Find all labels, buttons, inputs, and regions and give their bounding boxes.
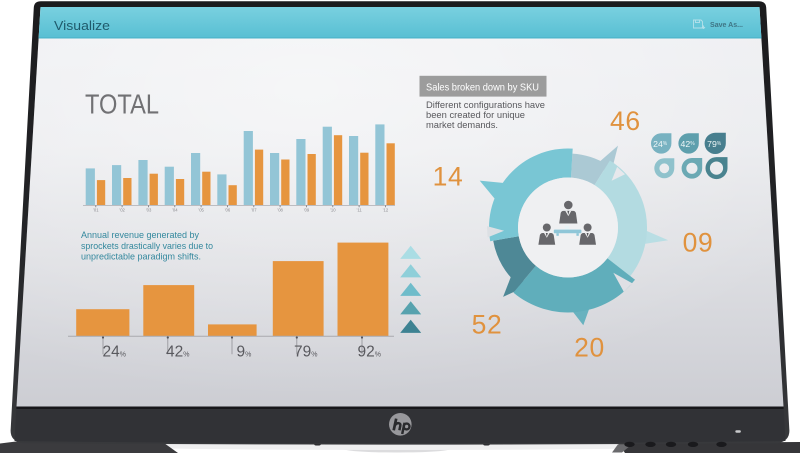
svg-text:79%: 79% — [707, 139, 722, 149]
svg-text:’11: ’11 — [356, 208, 362, 213]
svg-text:Visualize: Visualize — [54, 19, 110, 33]
svg-text:’10: ’10 — [330, 208, 336, 213]
svg-text:Different configurations have: Different configurations have been creat… — [426, 100, 548, 131]
svg-text:’02: ’02 — [119, 208, 125, 213]
svg-text:20: 20 — [574, 333, 605, 363]
svg-text:’03: ’03 — [146, 208, 152, 213]
svg-text:’01: ’01 — [93, 208, 99, 213]
svg-text:TOTAL: TOTAL — [85, 89, 159, 120]
svg-text:’06: ’06 — [225, 208, 231, 213]
svg-text:24%: 24% — [653, 139, 668, 149]
svg-text:Sales broken down by SKU: Sales broken down by SKU — [426, 82, 539, 94]
svg-text:42%: 42% — [681, 139, 696, 149]
svg-text:Annual revenue generated by sp: Annual revenue generated by sprockets dr… — [81, 229, 216, 261]
svg-text:’12: ’12 — [383, 208, 389, 213]
svg-text:’08: ’08 — [277, 208, 283, 213]
svg-text:Save As...: Save As... — [710, 20, 743, 29]
svg-text:’07: ’07 — [251, 208, 257, 213]
svg-text:09: 09 — [683, 228, 714, 258]
svg-text:52: 52 — [472, 310, 503, 340]
svg-text:’05: ’05 — [198, 208, 204, 213]
svg-text:’09: ’09 — [304, 208, 310, 213]
svg-text:46: 46 — [610, 106, 641, 136]
svg-text:14: 14 — [433, 162, 464, 192]
svg-text:’04: ’04 — [172, 208, 178, 213]
